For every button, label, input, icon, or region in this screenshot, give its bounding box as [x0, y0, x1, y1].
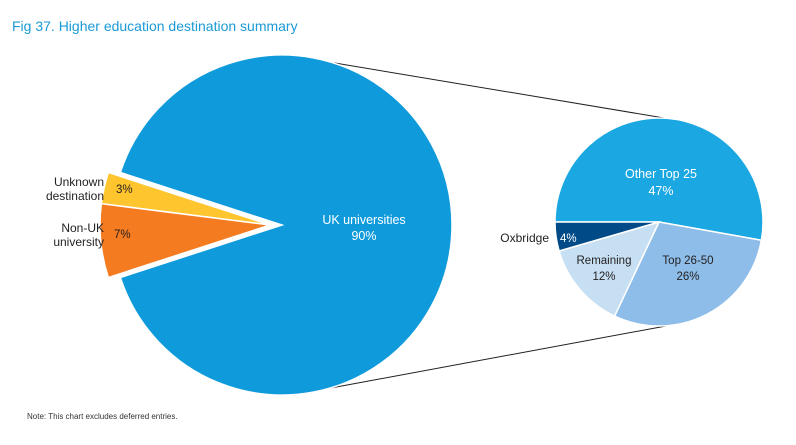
slice-oxbridge — [554, 221, 660, 252]
main-pie — [99, 54, 453, 396]
slice-label-non-uk-line1: Non-UK — [61, 221, 104, 235]
slice-value-oxbridge: 4% — [560, 233, 577, 245]
slice-other-top25 — [554, 117, 764, 242]
slice-label-unknown-line1: Unknown — [54, 175, 104, 189]
slice-label-other-top25: Other Top 25 — [625, 167, 697, 181]
slice-value-remaining: 12% — [592, 271, 615, 283]
chart-note: Note: This chart excludes deferred entri… — [27, 412, 178, 421]
slice-value-other-top25: 47% — [648, 184, 673, 198]
slice-label-oxbridge: Oxbridge — [500, 231, 549, 245]
slice-value-non-uk: 7% — [114, 229, 131, 241]
slice-uk-universities — [119, 54, 453, 396]
slice-label-unknown-line2: destination — [46, 189, 104, 203]
slice-label-non-uk-line2: university — [53, 235, 104, 249]
connector-bottom — [292, 325, 667, 396]
slice-remaining — [558, 220, 661, 318]
slice-value-uk-universities: 90% — [351, 229, 376, 243]
slice-label-top26-50: Top 26-50 — [662, 255, 713, 267]
detail-pie — [554, 117, 764, 327]
slice-top26-50 — [613, 221, 763, 327]
slice-label-remaining: Remaining — [577, 255, 632, 267]
slice-value-top26-50: 26% — [676, 271, 699, 283]
slice-non-uk-university — [99, 202, 271, 279]
slice-label-uk-universities: UK universities — [322, 213, 405, 227]
chart-title: Fig 37. Higher education destination sum… — [12, 18, 298, 34]
connector-top — [292, 55, 677, 121]
slice-value-unknown: 3% — [116, 184, 133, 196]
